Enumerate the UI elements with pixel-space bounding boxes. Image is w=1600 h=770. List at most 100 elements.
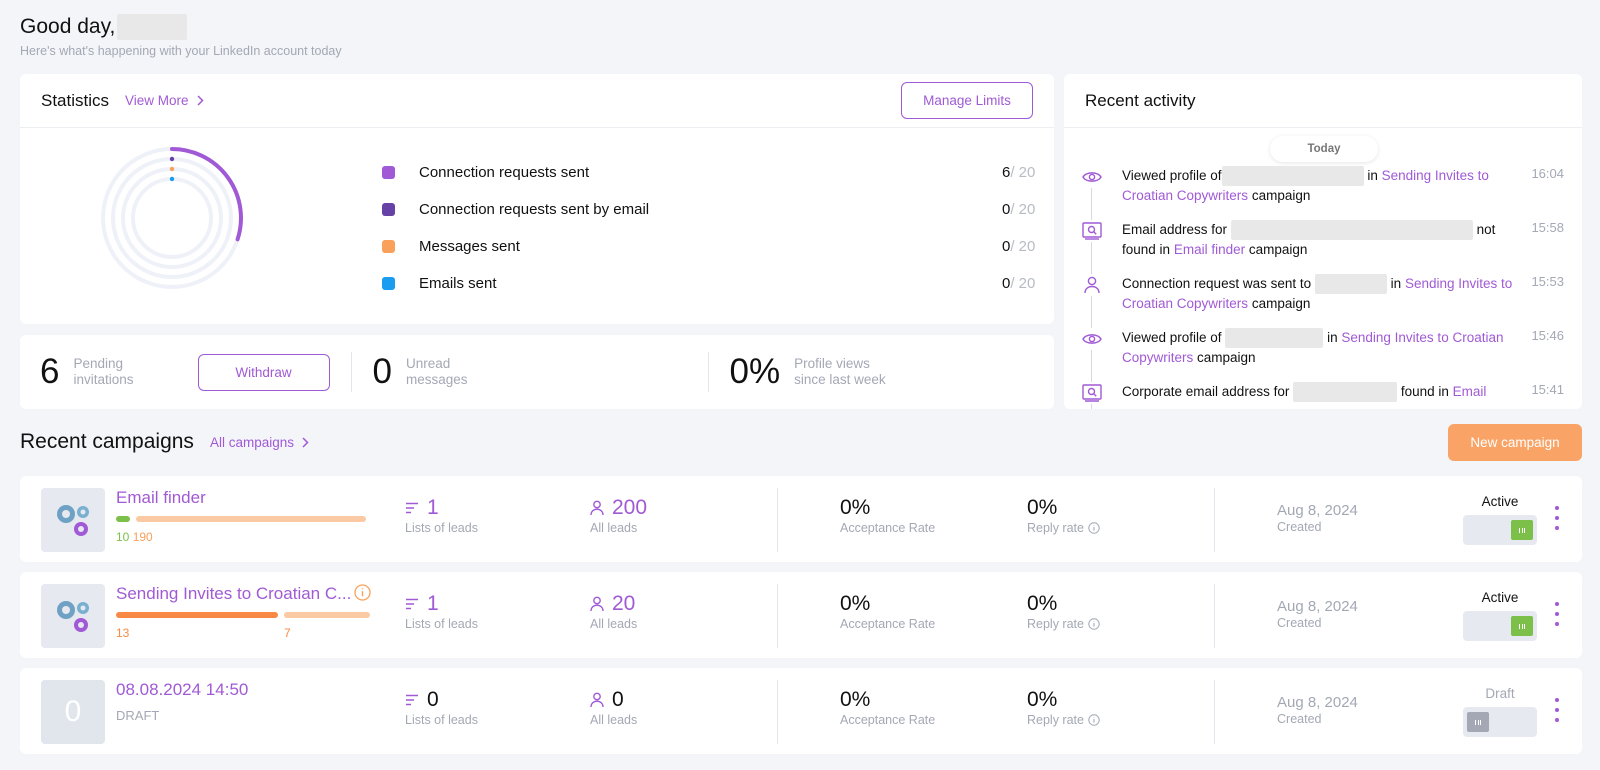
info-icon[interactable] (1088, 522, 1100, 534)
more-options-icon[interactable] (1552, 698, 1562, 722)
divider (1214, 488, 1215, 552)
redacted-name (1314, 274, 1387, 295)
statistics-title: Statistics (41, 90, 110, 110)
campaign-link[interactable]: Sending Invites to Croatian Copywriters (1122, 168, 1489, 204)
campaign-link[interactable]: Sending Invites to Croatian Copywriters (1122, 276, 1513, 312)
more-options-icon[interactable] (1552, 506, 1562, 530)
toggle-knob (1467, 712, 1489, 732)
created-date: Aug 8, 2024 Created (1277, 502, 1358, 534)
status-label: Draft (1485, 686, 1515, 701)
legend-swatch (382, 203, 395, 216)
ring-connection-requests-arc (170, 147, 243, 242)
status-toggle[interactable] (1463, 611, 1537, 641)
manage-limits-button[interactable]: Manage Limits (901, 82, 1033, 119)
acceptance-rate: 0% Acceptance Rate (840, 592, 936, 631)
redacted-name (1230, 220, 1473, 241)
campaign-row[interactable]: Sending Invites to Croatian C... 13 7 1 L… (20, 572, 1582, 658)
divider (350, 352, 352, 392)
status-label: Active (1481, 494, 1519, 509)
stats-ring-chart (101, 147, 243, 289)
all-leads: 200 All leads (590, 496, 648, 535)
ring-emails-dot (169, 176, 175, 182)
today-badge: Today (1270, 136, 1378, 162)
legend-row-connection-requests: Connection requests sent 6/ 20 (382, 154, 1052, 191)
gears-icon (57, 601, 89, 632)
person-icon (590, 500, 604, 516)
progress-bar-orange (284, 612, 370, 618)
redacted-name (1293, 382, 1398, 403)
recent-campaigns-title: Recent campaigns (20, 430, 194, 453)
campaign-row[interactable]: 0 08.08.2024 14:50 DRAFT 0 Lists of lead… (20, 668, 1582, 754)
legend-row-messages: Messages sent 0/ 20 (382, 228, 1052, 265)
legend-swatch (382, 240, 395, 253)
list-icon (406, 694, 418, 706)
recent-activity-title: Recent activity (1064, 74, 1582, 128)
statistics-legend: Connection requests sent 6/ 20 Connectio… (382, 154, 1052, 302)
recent-activity-card: Recent activity Today Viewed profile of … (1064, 74, 1582, 409)
status-toggle[interactable] (1463, 515, 1537, 545)
greeting-subtitle: Here's what's happening with your Linked… (20, 44, 342, 58)
campaign-thumbnail (41, 488, 105, 552)
campaign-link[interactable]: Email finder (1173, 242, 1246, 258)
reply-rate: 0% Reply rate (1027, 688, 1100, 727)
progress-bar-green (116, 516, 130, 522)
list-icon (406, 598, 418, 610)
campaign-thumbnail: 0 (41, 680, 105, 744)
new-campaign-button[interactable]: New campaign (1448, 424, 1582, 461)
timeline-line (1091, 184, 1092, 409)
created-date: Aug 8, 2024 Created (1277, 694, 1358, 726)
chevron-right-icon (302, 436, 309, 448)
status-toggle[interactable] (1463, 707, 1537, 737)
acceptance-rate: 0% Acceptance Rate (840, 496, 936, 535)
campaign-row[interactable]: Email finder 10 190 1 Lists of leads 200… (20, 476, 1582, 562)
campaign-link[interactable]: Sending Invites to Croatian Copywriters (1122, 330, 1504, 366)
reply-rate: 0% Reply rate (1027, 592, 1100, 631)
toggle-knob (1511, 520, 1533, 540)
statistics-header: Statistics View More (20, 74, 1054, 128)
progress-bar-orange (136, 516, 366, 522)
profile-views: 0% Profile views since last week (729, 352, 886, 391)
pending-invitations: 6 Pending invitations (40, 352, 134, 391)
person-icon (1081, 274, 1103, 296)
legend-row-email-requests: Connection requests sent by email 0/ 20 (382, 191, 1052, 228)
list-icon (406, 502, 418, 514)
greeting-title: Good day, (20, 14, 342, 40)
legend-swatch (382, 277, 395, 290)
info-icon[interactable] (1088, 618, 1100, 630)
ring-email-requests-dot (169, 156, 175, 162)
campaign-name[interactable]: Sending Invites to Croatian C... (116, 584, 352, 603)
chevron-right-icon (197, 95, 204, 106)
divider (777, 680, 778, 744)
acceptance-rate: 0% Acceptance Rate (840, 688, 936, 727)
legend-swatch (382, 166, 395, 179)
campaign-name[interactable]: 08.08.2024 14:50 (116, 680, 249, 699)
legend-row-emails: Emails sent 0/ 20 (382, 265, 1052, 302)
progress-bar-orange-strong (116, 612, 278, 618)
campaign-name[interactable]: Email finder (116, 488, 206, 507)
status-label: Active (1481, 590, 1519, 605)
gears-icon (57, 505, 89, 536)
email-search-icon (1081, 220, 1103, 242)
ring-messages-dot (169, 166, 175, 172)
all-campaigns-link[interactable]: All campaigns (210, 435, 309, 450)
email-search-icon (1081, 382, 1103, 404)
all-leads: 0 All leads (590, 688, 638, 727)
redacted-name (1225, 328, 1324, 349)
unread-messages: 0 Unread messages (372, 352, 468, 391)
info-icon[interactable] (1088, 714, 1100, 726)
person-icon (590, 596, 604, 612)
campaign-link[interactable]: Email (1452, 384, 1487, 399)
divider (1214, 584, 1215, 648)
eye-icon (1081, 328, 1103, 350)
reply-rate: 0% Reply rate (1027, 496, 1100, 535)
lists-of-leads: 1 Lists of leads (405, 496, 478, 535)
greeting-block: Good day, Here's what's happening with y… (20, 14, 342, 58)
all-leads: 20 All leads (590, 592, 638, 631)
more-options-icon[interactable] (1552, 602, 1562, 626)
warning-info-icon[interactable] (354, 584, 371, 601)
divider (777, 488, 778, 552)
view-more-link[interactable]: View More (125, 93, 204, 108)
redacted-name (1221, 166, 1364, 187)
withdraw-button[interactable]: Withdraw (197, 353, 330, 391)
divider (777, 584, 778, 648)
